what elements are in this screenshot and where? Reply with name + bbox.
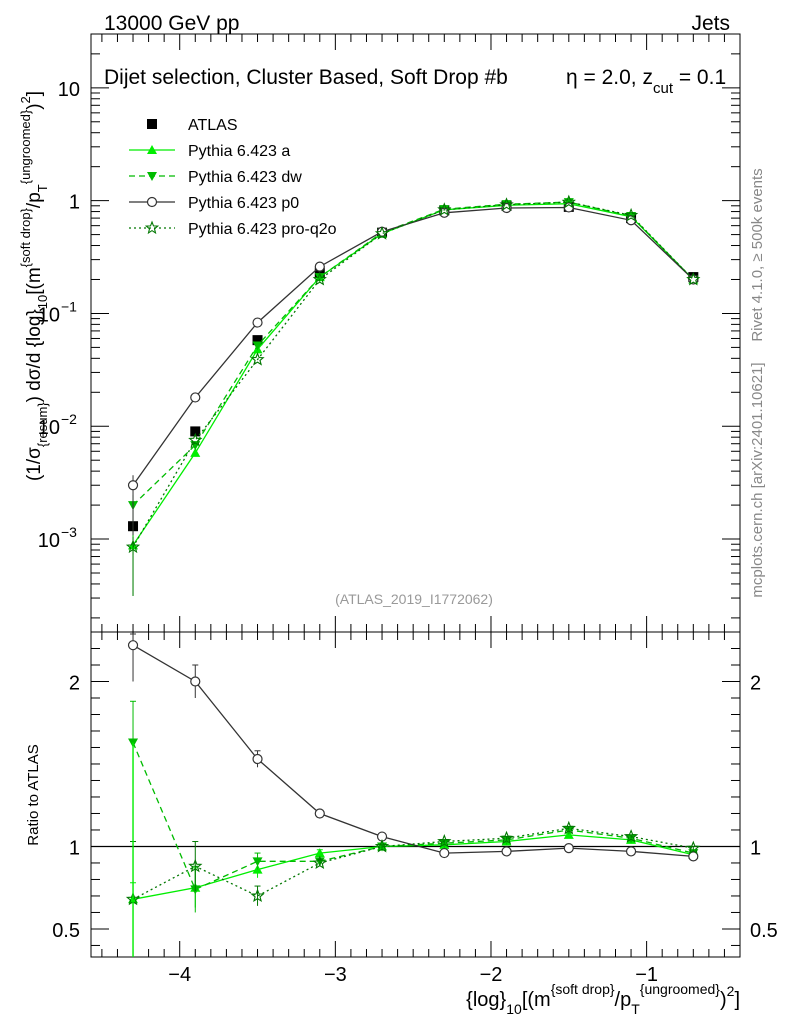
main-y-tick-label: 10 bbox=[38, 530, 60, 552]
main-marker bbox=[252, 317, 263, 328]
main-marker bbox=[252, 341, 263, 351]
ratio-marker bbox=[188, 858, 203, 873]
ratio-series-line bbox=[132, 834, 694, 900]
ratio-marker bbox=[190, 676, 201, 687]
main-marker bbox=[686, 271, 701, 286]
energy-label: 13000 GeV pp bbox=[104, 12, 239, 35]
ratio-y-tick-label-right: 0.5 bbox=[750, 920, 778, 942]
ratio-marker bbox=[625, 846, 637, 857]
rivet-label: Rivet 4.1.0, ≥ 500k events bbox=[749, 168, 766, 341]
main-marker bbox=[623, 207, 639, 222]
ratio-marker bbox=[439, 847, 450, 859]
main-marker bbox=[190, 392, 201, 403]
ratio-marker bbox=[312, 855, 327, 869]
ratio-marker bbox=[250, 888, 265, 903]
ratio-y-tick-label-right: 1 bbox=[750, 837, 761, 859]
main-marker bbox=[250, 352, 265, 366]
main-marker bbox=[190, 447, 201, 457]
main-y-tick-exponent: −2 bbox=[61, 411, 77, 427]
ratio-frame bbox=[90, 631, 741, 958]
main-y-tick-exponent: −1 bbox=[61, 298, 77, 314]
legend-marker bbox=[147, 145, 157, 154]
x-tick-label: −2 bbox=[480, 964, 503, 986]
main-marker bbox=[563, 202, 574, 213]
main-marker bbox=[561, 194, 576, 209]
ratio-series-line bbox=[132, 644, 694, 858]
ratio-marker bbox=[499, 830, 514, 845]
ratio-series-line bbox=[132, 742, 694, 891]
ratio-marker bbox=[623, 829, 639, 843]
x-axis-label: {log}10[(m{soft drop}/pT{ungroomed})2] bbox=[466, 981, 740, 1017]
main-marker bbox=[437, 202, 452, 216]
ratio-marker bbox=[314, 808, 325, 819]
main-y-axis-label: (1/σ{resum}) dσ/d {log}10[(m{soft drop}/… bbox=[18, 91, 50, 481]
legend-marker bbox=[147, 172, 157, 181]
ratio-marker bbox=[127, 640, 139, 651]
ratio-y-axis-label: Ratio to ATLAS bbox=[25, 744, 42, 845]
main-marker bbox=[127, 480, 139, 491]
ratio-marker bbox=[314, 848, 325, 858]
main-series-line bbox=[132, 206, 694, 486]
main-marker bbox=[252, 335, 263, 346]
main-marker bbox=[312, 271, 327, 286]
chart-title: Dijet selection, Cluster Based, Soft Dro… bbox=[104, 66, 508, 89]
main-marker bbox=[125, 539, 141, 554]
ratio-marker bbox=[563, 843, 574, 854]
mcplots-label: mcplots.cern.ch [arXiv:2401.10621] bbox=[749, 362, 766, 597]
legend: ATLAS Pythia 6.423 a Pythia 6.423 dw Pythia… bbox=[129, 117, 337, 238]
main-marker bbox=[314, 261, 325, 272]
legend-entry: Pythia 6.423 dw bbox=[188, 169, 302, 186]
main-y-tick-label: 10 bbox=[38, 304, 60, 326]
ratio-marker bbox=[252, 753, 263, 765]
x-tick-label: −1 bbox=[635, 964, 658, 986]
ratio-marker bbox=[561, 820, 576, 835]
legend-entry: Pythia 6.423 p0 bbox=[188, 195, 299, 212]
ratio-series-line bbox=[132, 827, 694, 900]
legend-entry: Pythia 6.423 a bbox=[188, 143, 290, 160]
main-y-tick-label: 10 bbox=[58, 79, 80, 101]
main-series-line bbox=[132, 201, 694, 548]
x-tick-label: −4 bbox=[168, 964, 191, 986]
main-series-line bbox=[132, 201, 694, 506]
process-label: Jets bbox=[691, 12, 730, 35]
ratio-marker bbox=[688, 851, 699, 862]
legend-marker bbox=[146, 196, 158, 208]
ratio-y-tick-label: 2 bbox=[69, 672, 80, 694]
legend-entry: Pythia 6.423 pro-q2o bbox=[188, 221, 337, 238]
ratio-y-tick-label: 0.5 bbox=[52, 920, 80, 942]
ratio-y-tick-label-right: 2 bbox=[750, 672, 761, 694]
main-y-tick-label: 1 bbox=[69, 192, 80, 214]
main-marker bbox=[374, 226, 390, 240]
main-y-tick-label: 10 bbox=[38, 417, 60, 439]
ratio-panel: −4 −3 −2 −1 2 2 1 1 0.5 0.5 bbox=[52, 631, 778, 986]
main-marker bbox=[190, 426, 201, 437]
ratio-marker bbox=[252, 857, 263, 867]
main-series-line bbox=[132, 203, 694, 546]
ratio-marker bbox=[501, 846, 512, 857]
main-y-tick-exponent: −3 bbox=[61, 524, 77, 540]
ratio-y-tick-label: 1 bbox=[69, 837, 80, 859]
main-marker bbox=[188, 432, 203, 447]
legend-marker bbox=[144, 220, 160, 235]
main-marker bbox=[314, 273, 325, 283]
legend-marker bbox=[147, 119, 157, 129]
ratio-marker bbox=[437, 833, 452, 848]
ratio-marker bbox=[374, 839, 390, 853]
ratio-marker bbox=[686, 840, 701, 855]
title-params: η = 2.0, zcut = 0.1 bbox=[566, 66, 726, 97]
x-tick-label: −3 bbox=[324, 964, 347, 986]
legend-entry: ATLAS bbox=[188, 117, 238, 134]
main-marker bbox=[499, 197, 514, 211]
analysis-id: (ATLAS_2019_I1772062) bbox=[335, 591, 493, 607]
